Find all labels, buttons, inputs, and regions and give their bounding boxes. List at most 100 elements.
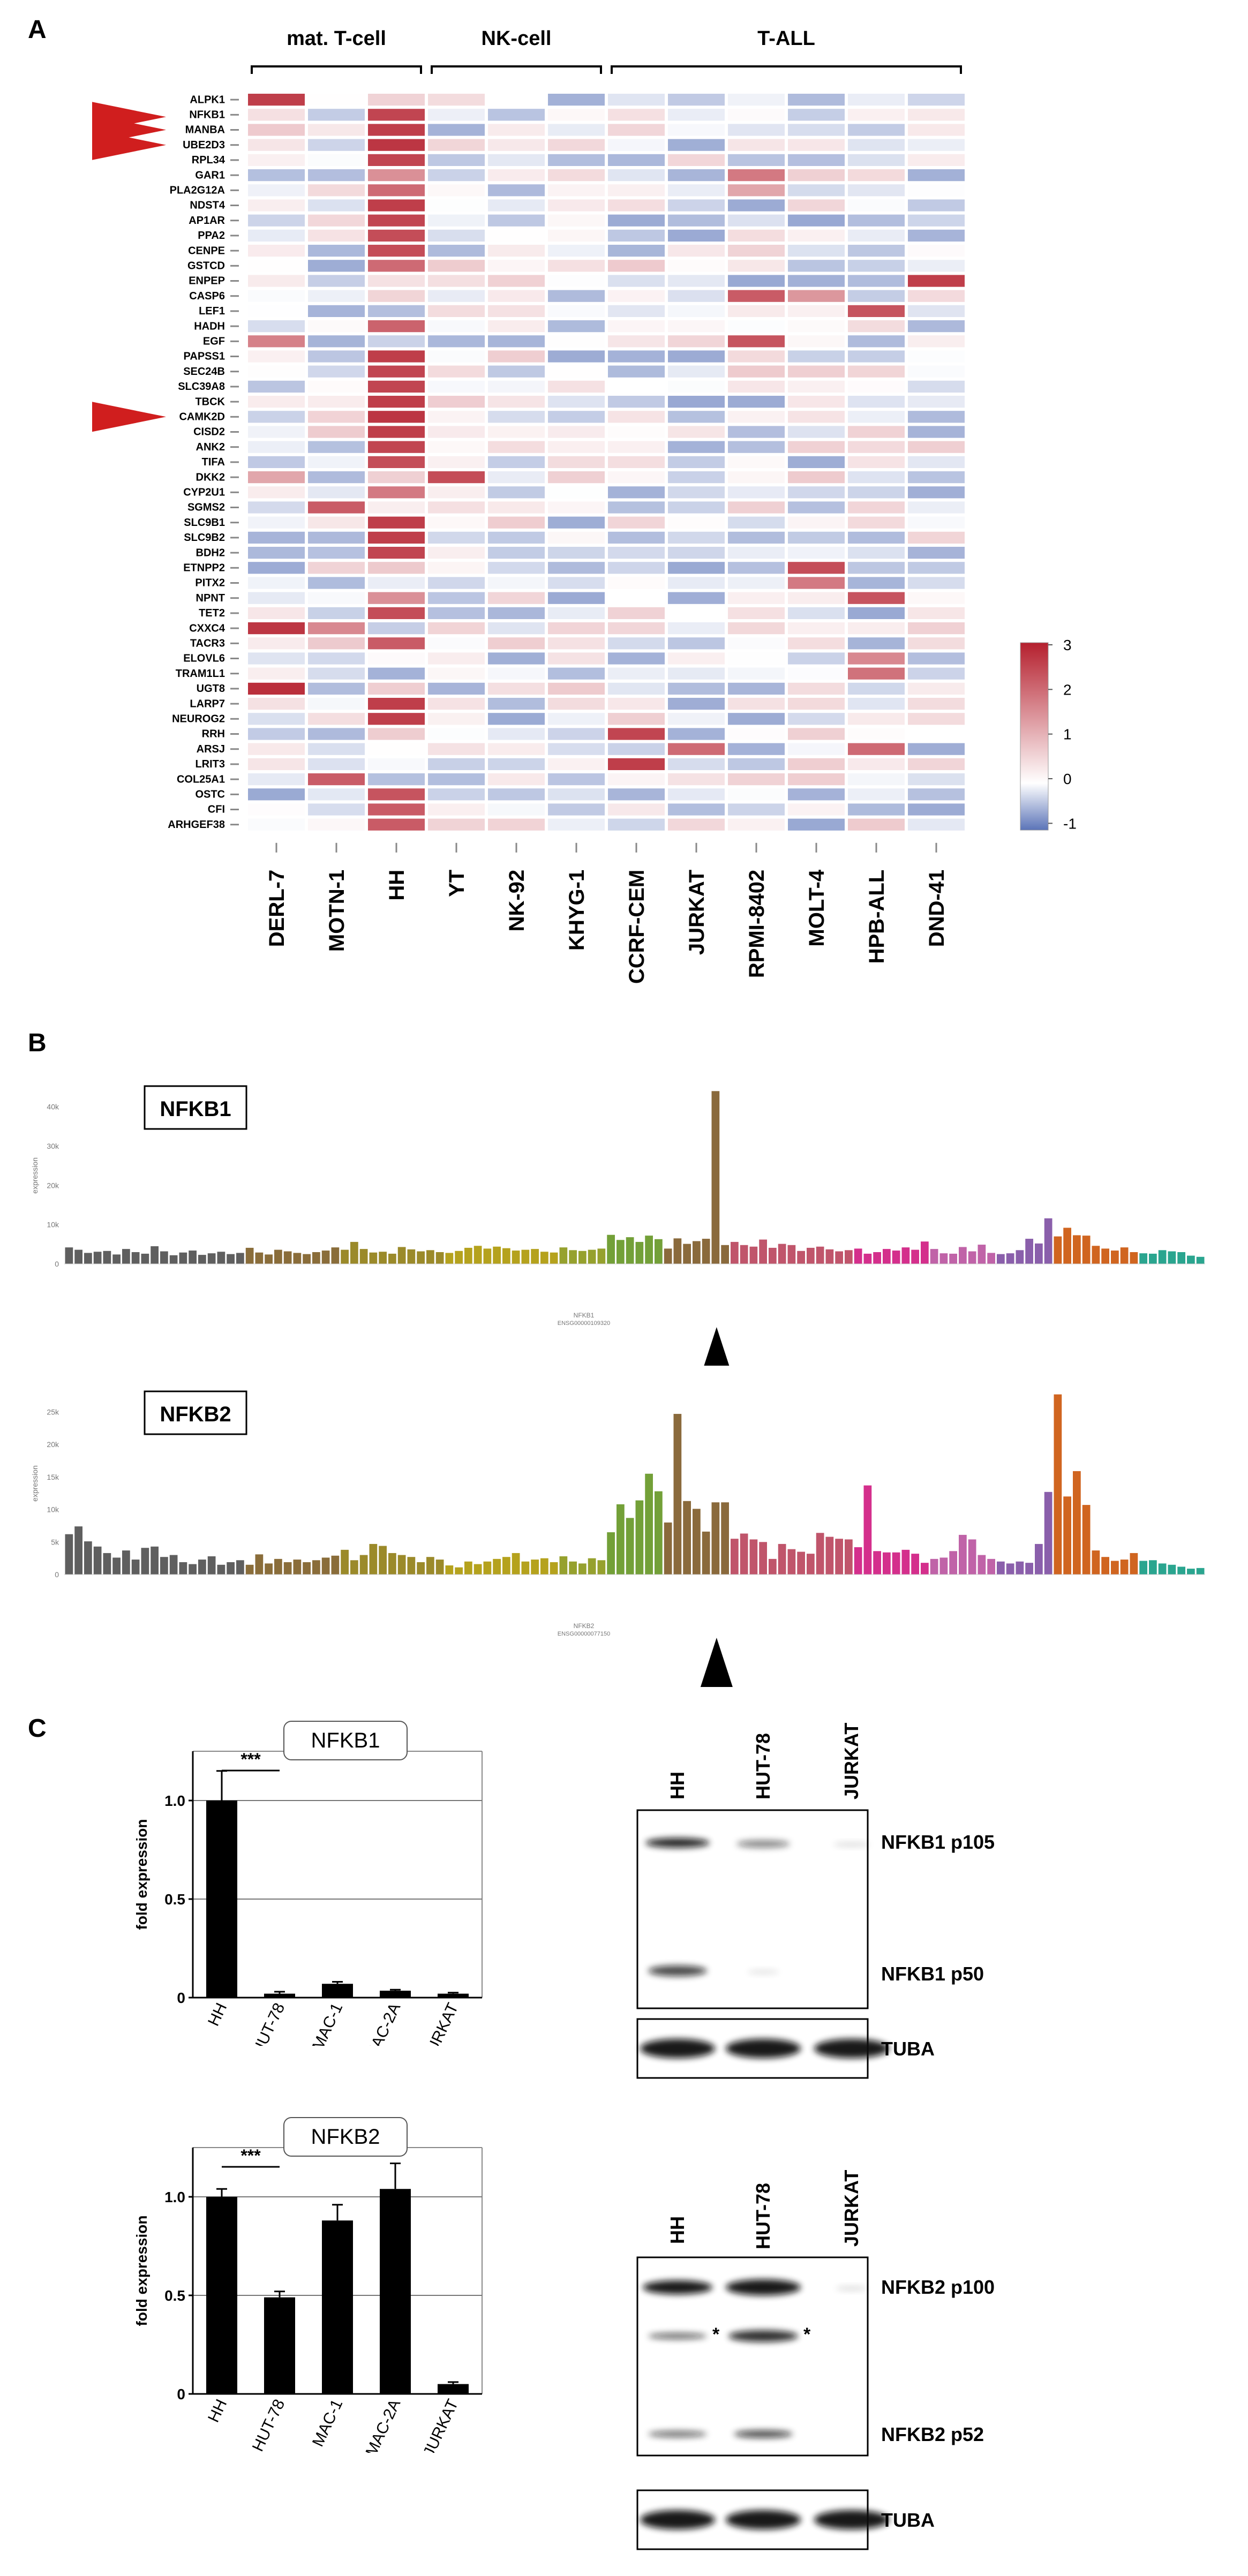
expression-bar — [321, 1557, 330, 1575]
heatmap-cell — [608, 758, 665, 770]
heatmap-cell — [548, 743, 605, 755]
heatmap-cell — [788, 743, 845, 755]
gene-label-RRH: RRH — [202, 728, 225, 740]
heatmap-cell — [608, 396, 665, 408]
heatmap-cell — [668, 713, 725, 725]
heatmap-cell — [488, 547, 545, 559]
heatmap-cell — [488, 607, 545, 619]
heatmap-cell — [668, 109, 725, 121]
expression-bar — [588, 1249, 596, 1264]
y-tick-label: 25k — [47, 1407, 59, 1416]
heatmap-cell — [668, 501, 725, 514]
panel-b-label: B — [28, 1029, 47, 1057]
heatmap-cell — [848, 471, 905, 484]
expression-bar — [512, 1251, 520, 1264]
expression-bar — [1016, 1250, 1024, 1264]
heatmap-cell — [548, 592, 605, 604]
expression-bar — [807, 1554, 815, 1575]
heatmap-cell — [428, 214, 485, 227]
column-label-YT: YT — [445, 870, 469, 897]
heatmap-cell — [668, 365, 725, 378]
expression-bar — [464, 1247, 472, 1264]
expression-bar — [711, 1502, 720, 1575]
expression-bar — [683, 1244, 691, 1264]
heatmap-cell — [428, 456, 485, 468]
expression-bar — [1092, 1246, 1100, 1264]
heatmap-cell — [608, 229, 665, 242]
column-label-MOLT-4: MOLT-4 — [805, 869, 829, 946]
heatmap-cell — [548, 758, 605, 770]
expression-bar — [854, 1547, 862, 1575]
heatmap-cell — [728, 637, 785, 650]
heatmap-cell — [548, 199, 605, 212]
heatmap-cell — [728, 547, 785, 559]
heatmap-cell — [788, 592, 845, 604]
heatmap-cell — [908, 441, 965, 453]
heatmap-cell — [728, 169, 785, 182]
heatmap-cell — [728, 229, 785, 242]
expression-bar — [911, 1554, 919, 1575]
heatmap-cell — [908, 728, 965, 740]
colorbar-tick-label: 1 — [1063, 726, 1072, 743]
qpcr-bar — [322, 1984, 353, 1998]
heatmap-cell — [608, 350, 665, 363]
heatmap-cell — [728, 245, 785, 257]
heatmap-cell — [608, 667, 665, 680]
heatmap-cell — [428, 305, 485, 317]
expression-bar — [1082, 1236, 1091, 1264]
expression-bar — [312, 1560, 320, 1575]
heatmap-cell — [488, 154, 545, 166]
expression-bar — [426, 1557, 434, 1575]
heatmap-cell — [728, 411, 785, 423]
heatmap-cell — [548, 667, 605, 680]
y-tick-label: 1.0 — [164, 2189, 185, 2205]
heatmap-cell — [248, 758, 305, 770]
heatmap-cell — [488, 229, 545, 242]
heatmap-cell — [908, 245, 965, 257]
expression-bar — [245, 1564, 254, 1575]
expression-bar — [1120, 1247, 1129, 1264]
heatmap-cell — [608, 637, 665, 650]
gene-label-CAMK2D: CAMK2D — [179, 411, 225, 423]
gene-label-HADH: HADH — [194, 320, 225, 332]
heatmap-cell — [488, 728, 545, 740]
heatmap-cell — [248, 486, 305, 499]
expression-bar — [141, 1548, 149, 1575]
expression-bar — [1063, 1496, 1071, 1575]
expression-bar — [321, 1251, 330, 1264]
gene-label-RPL34: RPL34 — [192, 154, 225, 166]
heatmap-cell — [728, 471, 785, 484]
heatmap-cell — [608, 275, 665, 287]
heatmap-cell — [728, 818, 785, 831]
expression-bar — [445, 1253, 454, 1264]
lane-label-HH: HH — [666, 1772, 688, 1799]
heatmap-cell — [308, 109, 365, 121]
heatmap-cell — [848, 260, 905, 272]
heatmap-cell — [608, 320, 665, 333]
heatmap-cell — [488, 275, 545, 287]
heatmap-cell — [608, 743, 665, 755]
heatmap-cell — [308, 94, 365, 106]
heatmap-cell — [728, 743, 785, 755]
expression-bar — [93, 1252, 102, 1264]
expression-bar — [255, 1554, 264, 1575]
heatmap-cell — [488, 471, 545, 484]
expression-bar — [1168, 1564, 1176, 1575]
heatmap-cell — [248, 743, 305, 755]
heatmap-cell — [608, 728, 665, 740]
expression-bar — [84, 1541, 92, 1575]
heatmap-cell — [788, 380, 845, 393]
heatmap-cell — [308, 501, 365, 514]
group-label-0: mat. T-cell — [287, 27, 386, 50]
heatmap-cell — [608, 169, 665, 182]
heatmap-cell — [668, 456, 725, 468]
expression-bar — [854, 1248, 862, 1264]
expression-bar — [122, 1249, 130, 1264]
expression-bar — [303, 1562, 311, 1575]
band-label-p105: NFKB1 p105 — [881, 1831, 995, 1853]
heatmap-cell — [248, 516, 305, 529]
column-label-NK-92: NK-92 — [505, 870, 529, 932]
heatmap-cell — [848, 728, 905, 740]
gene-label-NPNT: NPNT — [196, 592, 225, 604]
heatmap-cell — [668, 305, 725, 317]
